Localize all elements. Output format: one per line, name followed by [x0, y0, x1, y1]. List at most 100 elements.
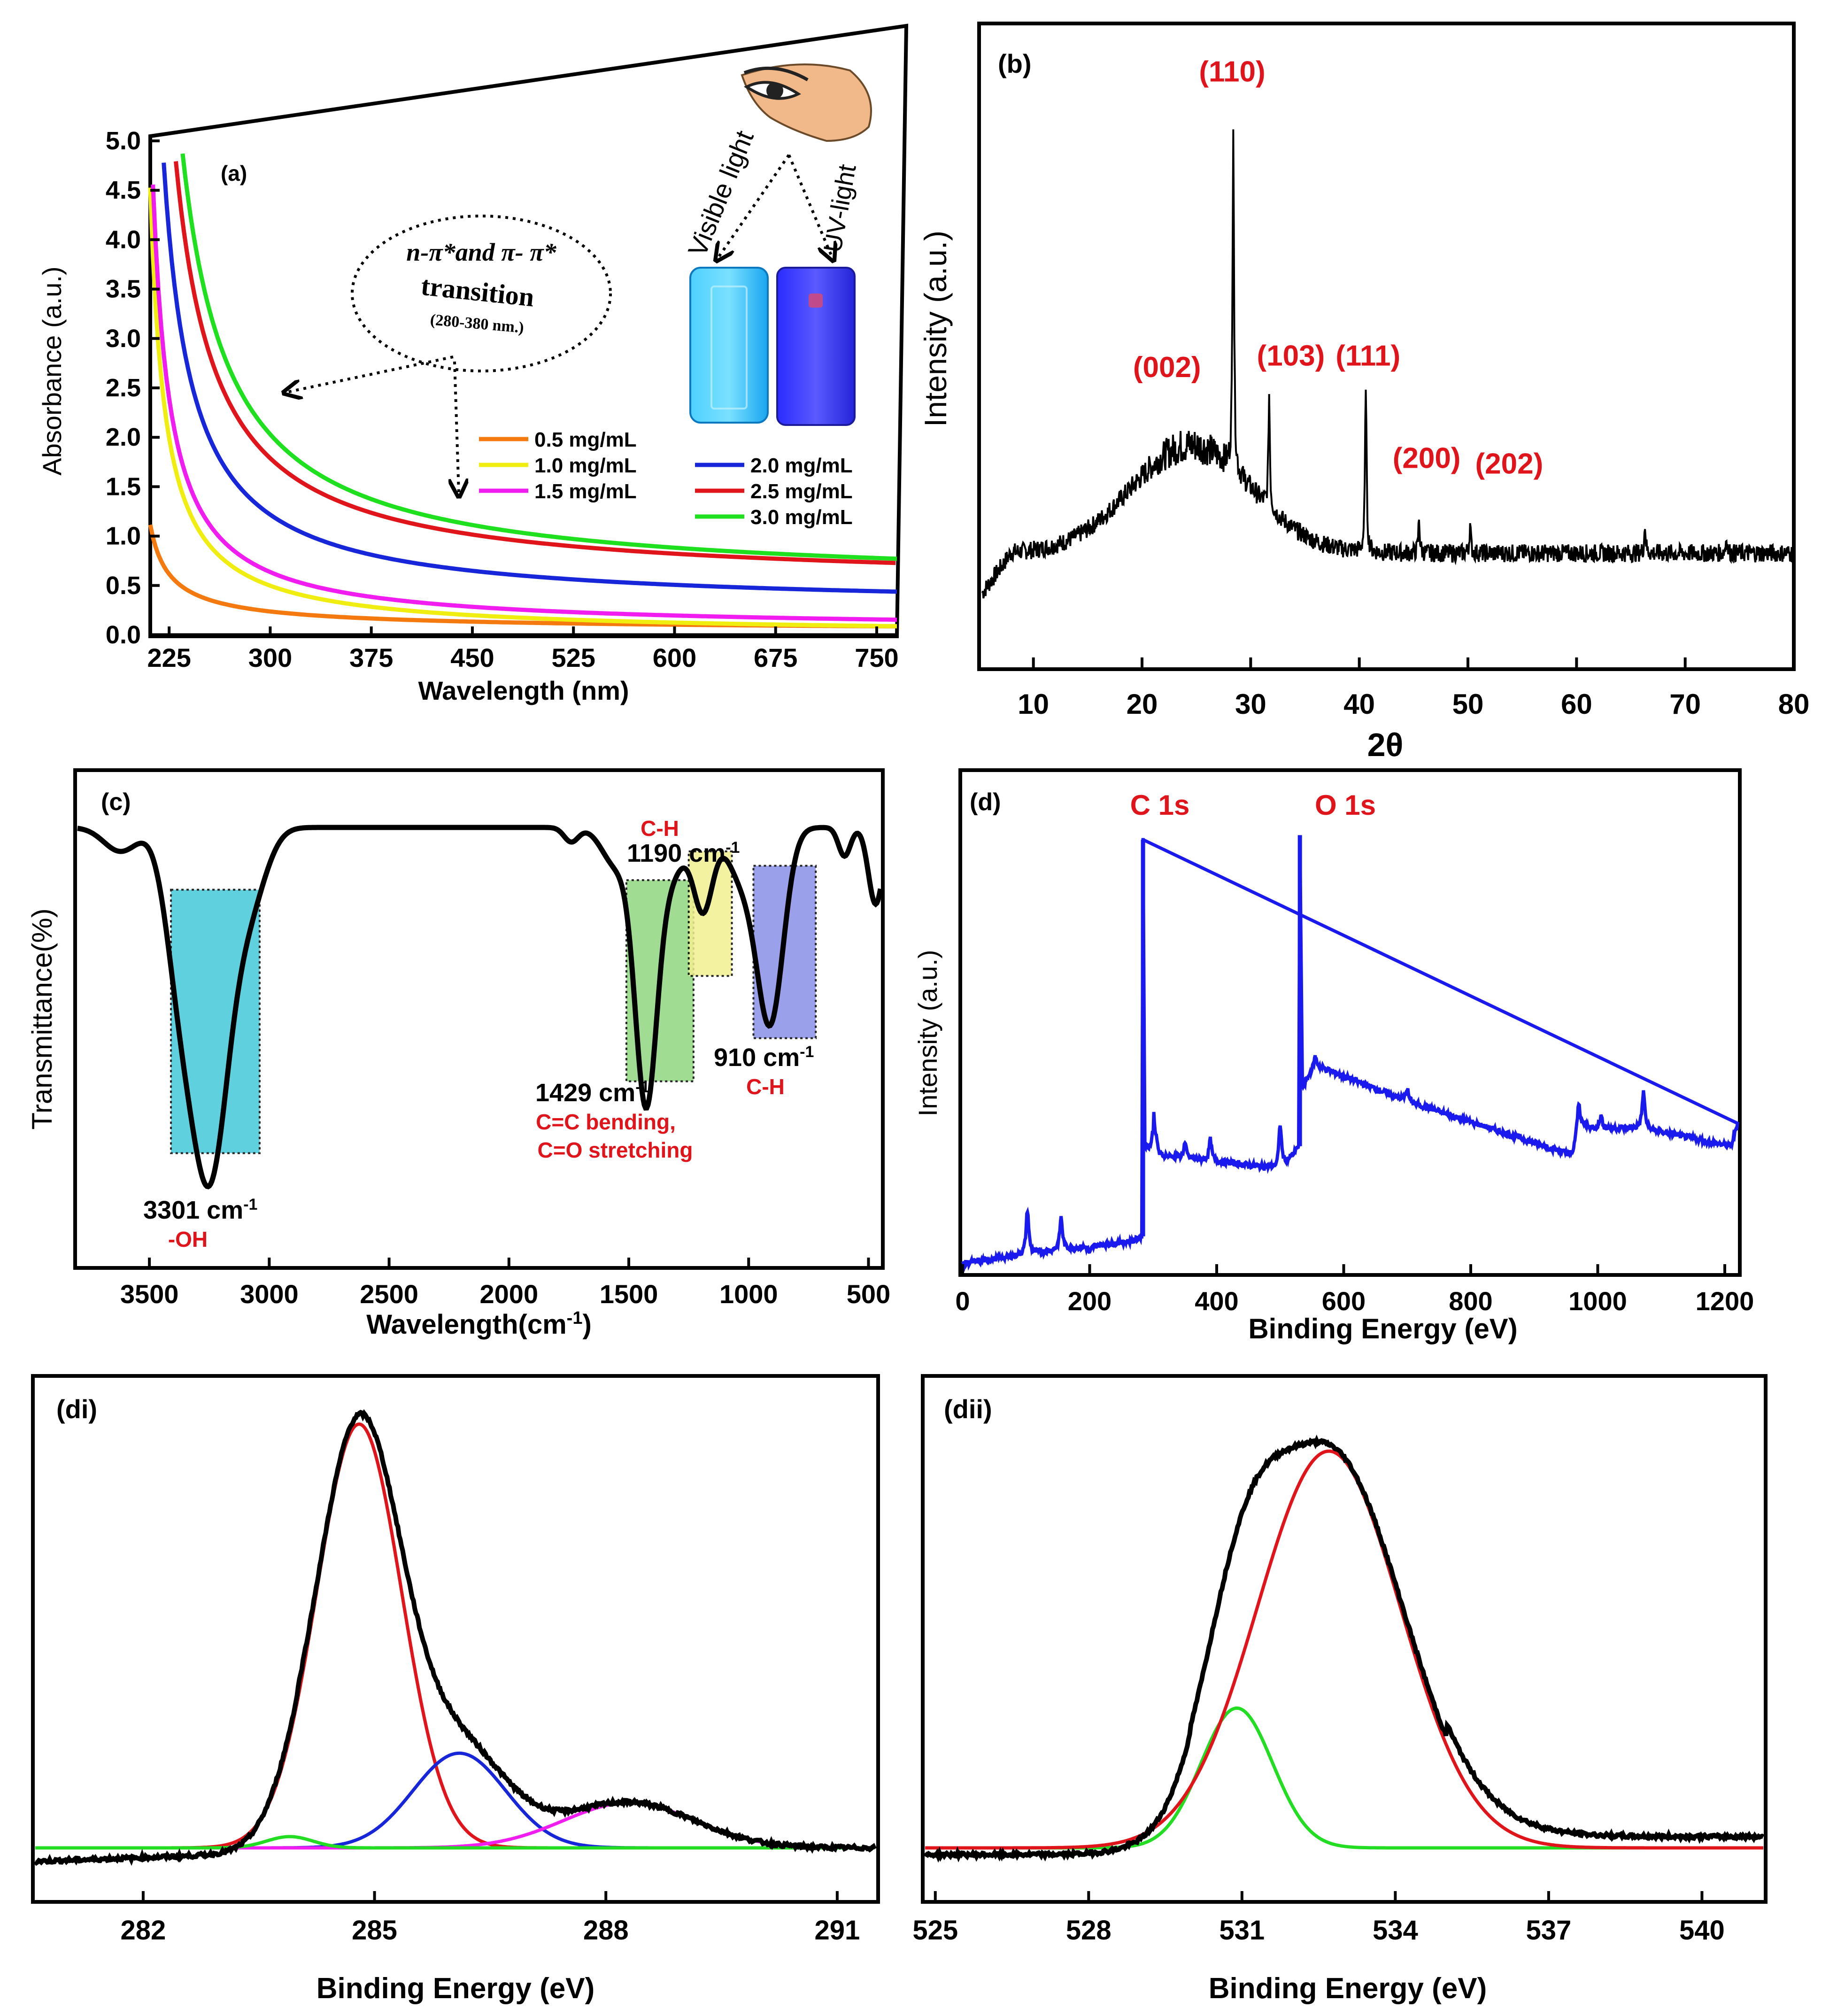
series-line-1-0-mg-mL [148, 187, 897, 628]
xrd-pattern-line [981, 129, 1795, 599]
panel-c: 3500 3000 2500 2000 1500 1000 500 (c) 3301 cm-… [26, 768, 890, 1340]
peak-label-0: (110) [1199, 56, 1265, 88]
eye-pupil [766, 82, 783, 99]
panel-d:3-xtick-label: 600 [1322, 1286, 1366, 1316]
panel-a-inset: Visible light UV-light [682, 63, 872, 426]
panel-a-annotation-line3: (280-380 nm.) [430, 311, 525, 336]
panel-c-ylabel: Transmittance(%) [26, 908, 58, 1129]
band-3301-name: -OH [168, 1227, 208, 1251]
panel-b: (b) 10 20 30 40 50 60 70 80 (110) (002) (103) (111… [918, 22, 1809, 763]
vial-visible [689, 267, 769, 424]
panel-a-ytick-label: 5.0 [106, 127, 141, 155]
panel-b:1-xtick-label: 30 [1235, 688, 1266, 720]
measured-envelope-line [33, 1409, 877, 1866]
panel-b-xlabel: 2θ [1367, 726, 1404, 763]
panel-d-c1s-label: C 1s [1130, 789, 1190, 821]
panel-a-arrow-2 [455, 361, 459, 496]
band-910-value: 910 cm-1 [714, 1043, 814, 1072]
panel-a:0-xtick-label: 750 [855, 643, 898, 672]
panel-b:1-xtick-label: 50 [1452, 688, 1484, 720]
series-line-2-0-mg-mL [162, 162, 897, 594]
panel-b:1-xtick-label: 70 [1669, 688, 1701, 720]
panel-d-ylabel: Intensity (a.u.) [913, 950, 942, 1117]
xps-survey-line [961, 835, 1739, 1273]
panel-dii:5-xtick-label: 525 [912, 1915, 958, 1946]
panel-dii-label: (dii) [944, 1394, 992, 1424]
panel-dii:5-xtick-label: 531 [1219, 1915, 1265, 1946]
panel-a:0-xtick-label: 450 [450, 643, 494, 672]
ftir-spectrum-line [77, 825, 883, 1190]
legend-label-0: 0.5 mg/mL [534, 428, 637, 451]
panel-di:4-xtick-label: 285 [352, 1915, 397, 1946]
panel-c:2-xtick-label: 1500 [600, 1279, 658, 1309]
panel-b:1-xtick-label: 10 [1018, 688, 1049, 720]
panel-c:2-xtick-label: 2500 [360, 1279, 418, 1309]
panel-b:1-xtick-label: 40 [1343, 688, 1375, 720]
panel-a-arrow-1 [284, 355, 454, 393]
panel-a:0-xtick-label: 300 [248, 643, 292, 672]
panel-a-xlabel: Wavelength (nm) [418, 676, 629, 705]
legend-label-1: 1.0 mg/mL [534, 454, 637, 477]
panel-a-annotation-line2: transition [419, 270, 535, 313]
panel-c-ticks: 3500 3000 2500 2000 1500 1000 500 [120, 1258, 890, 1309]
panel-a-ytick-label: 0.5 [106, 572, 141, 600]
panel-a-legend: 0.5 mg/mL 1.0 mg/mL 1.5 mg/mL 2.0 mg/mL 2.5 … [479, 428, 853, 529]
panel-a-ytick-label: 3.5 [106, 275, 141, 303]
panel-dii: (dii) 525 528 531 534 537 540 Binding Energy … [912, 1374, 1768, 2005]
panel-c-highlight-boxes [170, 850, 817, 1154]
highlight-box-0 [170, 888, 261, 1154]
panel-a-ytick-label: 0.0 [106, 621, 141, 649]
panel-di-frame [31, 1374, 880, 1904]
band-3301-value: 3301 cm-1 [143, 1196, 257, 1224]
panel-di:4-xtick-label: 291 [814, 1915, 860, 1946]
panel-dii-ticks: 525 528 531 534 537 540 [912, 1891, 1725, 1946]
panel-di:4-xtick-label: 282 [121, 1915, 166, 1946]
panel-di-label: (di) [56, 1394, 97, 1424]
band-1429-name2: C=O stretching [537, 1138, 693, 1162]
panel-a:0-xtick-label: 525 [551, 643, 595, 672]
panel-d:3-xtick-label: 800 [1449, 1286, 1492, 1316]
panel-c-label: (c) [101, 788, 131, 816]
panel-c-frame [73, 768, 885, 1270]
peak-label-5: (202) [1475, 448, 1544, 480]
legend-label-2: 1.5 mg/mL [534, 480, 637, 503]
fit-component-C-C [35, 1422, 875, 1850]
eye-illustration [741, 63, 872, 142]
panel-a-ytick-label: 4.0 [106, 225, 141, 254]
legend-label-3: 2.0 mg/mL [750, 454, 853, 477]
panel-a-ytick-label: 1.5 [106, 472, 141, 501]
vial-uv-cap [809, 294, 823, 308]
inset-arrow-visible [716, 154, 790, 261]
eyebrow [743, 66, 809, 82]
legend-label-4: 2.5 mg/mL [750, 480, 853, 503]
panel-d-o1s-label: O 1s [1315, 789, 1376, 821]
panel-a-annotation-line1: n-π*and π- π* [406, 238, 556, 266]
panel-d: (d) 0 200 400 600 800 1000 1200 C 1s O 1s Bind… [913, 768, 1754, 1344]
panel-a-annotation-ellipse [351, 215, 612, 372]
panel-di: (di) 282 285 288 291 Binding Energy (eV) [31, 1374, 880, 2005]
panel-dii-xlabel: Binding Energy (eV) [1209, 1972, 1487, 2005]
panel-c:2-xtick-label: 1000 [719, 1279, 778, 1309]
panel-c:2-xtick-label: 3500 [120, 1279, 179, 1309]
series-line-1-5-mg-mL [151, 184, 897, 622]
panel-a-ytick-label: 2.5 [106, 374, 141, 402]
panel-dii-frame [921, 1374, 1768, 1904]
panel-di:4-xtick-label: 288 [583, 1915, 629, 1946]
panel-dii:5-xtick-label: 528 [1066, 1915, 1112, 1946]
panel-a-ytick-label: 3.0 [106, 324, 141, 353]
panel-di-xlabel: Binding Energy (eV) [317, 1972, 594, 2005]
panel-a-ticks: 225 300 375 450 525 600 675 750 0.0 0.5 1.0 1.5 2.0 2… [106, 127, 899, 672]
panel-d:3-xtick-label: 1200 [1696, 1286, 1754, 1316]
panel-b-ticks: 10 20 30 40 50 60 70 80 [1018, 657, 1809, 720]
fit-component-minor [35, 1835, 875, 1850]
panel-a-ylabel: Absorbance (a.u.) [37, 266, 67, 475]
panel-b-peak-labels: (110) (002) (103) (111) (200) (202) [1133, 56, 1543, 480]
panel-a:0-xtick-label: 675 [754, 643, 797, 672]
panel-d:3-xtick-label: 1000 [1568, 1286, 1627, 1316]
panel-d:3-xtick-label: 400 [1195, 1286, 1238, 1316]
visible-light-label: Visible light [682, 126, 759, 261]
panel-di-ticks: 282 285 288 291 [121, 1891, 860, 1946]
legend-label-5: 3.0 mg/mL [750, 506, 853, 529]
highlight-box-2 [687, 850, 733, 977]
